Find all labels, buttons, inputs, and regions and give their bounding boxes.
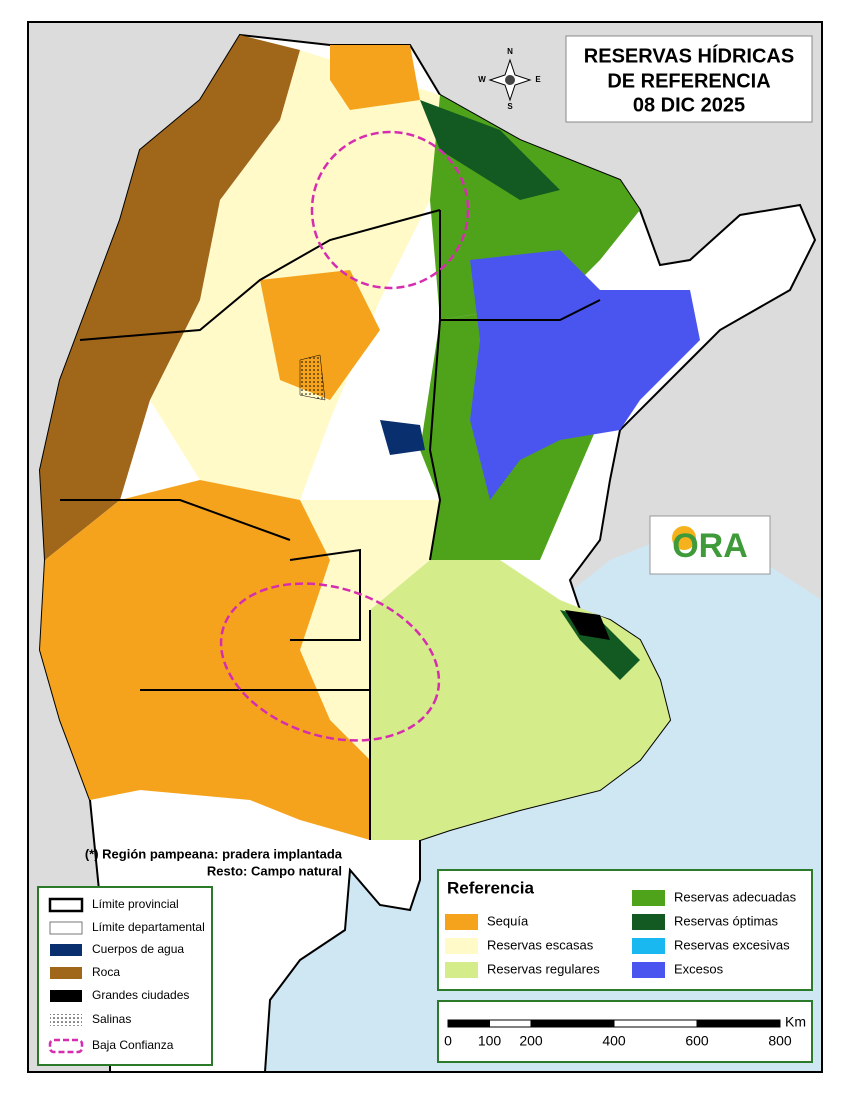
note: Resto: Campo natural [207, 863, 342, 878]
scale-segment [613, 1019, 698, 1028]
zone-excesos [470, 250, 700, 500]
compass-center [505, 75, 515, 85]
legend-swatch [445, 962, 478, 978]
legend-label: Límite departamental [92, 920, 205, 934]
legend-label: Reservas óptimas [674, 913, 779, 928]
scale-label: 0 [444, 1033, 452, 1049]
scale-bar: Km 0 100 200 400 600 800 [437, 1000, 813, 1063]
scale-label: 100 [478, 1033, 502, 1049]
swatch [48, 897, 84, 913]
legend-swatch [445, 914, 478, 930]
swatch [50, 990, 82, 1002]
logo: ORA [672, 527, 748, 565]
legend-swatch [632, 890, 665, 906]
legend-label: Salinas [92, 1012, 131, 1026]
logo-sun [672, 526, 696, 550]
salinas [299, 354, 326, 401]
title-box [565, 35, 813, 123]
zone-roca [40, 35, 300, 560]
legend-label: Reservas regulares [487, 961, 600, 976]
legend-box [437, 869, 813, 991]
swatch [50, 944, 82, 956]
legend-swatch [632, 938, 665, 954]
compass-w: W [478, 75, 486, 84]
low-confidence [310, 130, 470, 290]
scale-segment [447, 1019, 490, 1028]
scale-box [437, 1000, 813, 1063]
map-frame [27, 21, 823, 1073]
scale-label: 600 [685, 1033, 709, 1049]
zone-escasas [150, 50, 440, 500]
scale-label: 400 [602, 1033, 626, 1049]
scale-segment [530, 1019, 615, 1028]
note: (*) Región pampeana: pradera implantada [85, 846, 343, 861]
legend-label: Excesos [674, 961, 724, 976]
swatch [50, 1014, 82, 1026]
legend-swatch [632, 962, 665, 978]
compass-s: S [507, 102, 513, 111]
legend-label: Sequía [487, 913, 529, 928]
legend-right: Referencia Sequía Reservas escasas Reserva… [437, 869, 813, 991]
logo-box [649, 515, 771, 575]
legend-swatch [445, 938, 478, 954]
legend-title: Referencia [447, 878, 534, 897]
swatch [50, 967, 82, 979]
legend-label: Grandes ciudades [92, 988, 189, 1002]
province-borders [60, 209, 601, 840]
swatch [49, 921, 83, 935]
legend-label: Límite provincial [92, 897, 179, 911]
compass-e: E [535, 75, 541, 84]
zone-optimas [420, 100, 560, 200]
legend-label: Roca [92, 965, 120, 979]
low-confidence [219, 582, 441, 742]
zone-sequia [40, 480, 370, 840]
legend-label: Reservas adecuadas [674, 889, 797, 904]
title-line: RESERVAS HÍDRICAS [584, 44, 794, 67]
legend-label: Cuerpos de agua [92, 942, 184, 956]
swatch [48, 1038, 84, 1054]
water-body [380, 420, 425, 455]
title-line: DE REFERENCIA [607, 70, 770, 92]
scale-segment [696, 1019, 781, 1028]
scale-label: 800 [768, 1033, 792, 1049]
scale-segment [489, 1019, 532, 1028]
scale-label: 200 [519, 1033, 543, 1049]
title-line: 08 DIC 2025 [633, 94, 745, 116]
compass-n: N [507, 47, 513, 56]
legend-label: Reservas excesivas [674, 937, 790, 952]
legend-left: Límite provincial Límite departamental C… [37, 886, 213, 1066]
legend-label: Reservas escasas [487, 937, 594, 952]
zone-sequia [330, 45, 420, 110]
legend-label: Baja Confianza [92, 1038, 174, 1052]
compass: N S E W [478, 47, 541, 111]
zone-sequia [260, 270, 380, 400]
legend-swatch [632, 914, 665, 930]
city [565, 610, 610, 640]
scale-unit: Km [785, 1014, 806, 1030]
